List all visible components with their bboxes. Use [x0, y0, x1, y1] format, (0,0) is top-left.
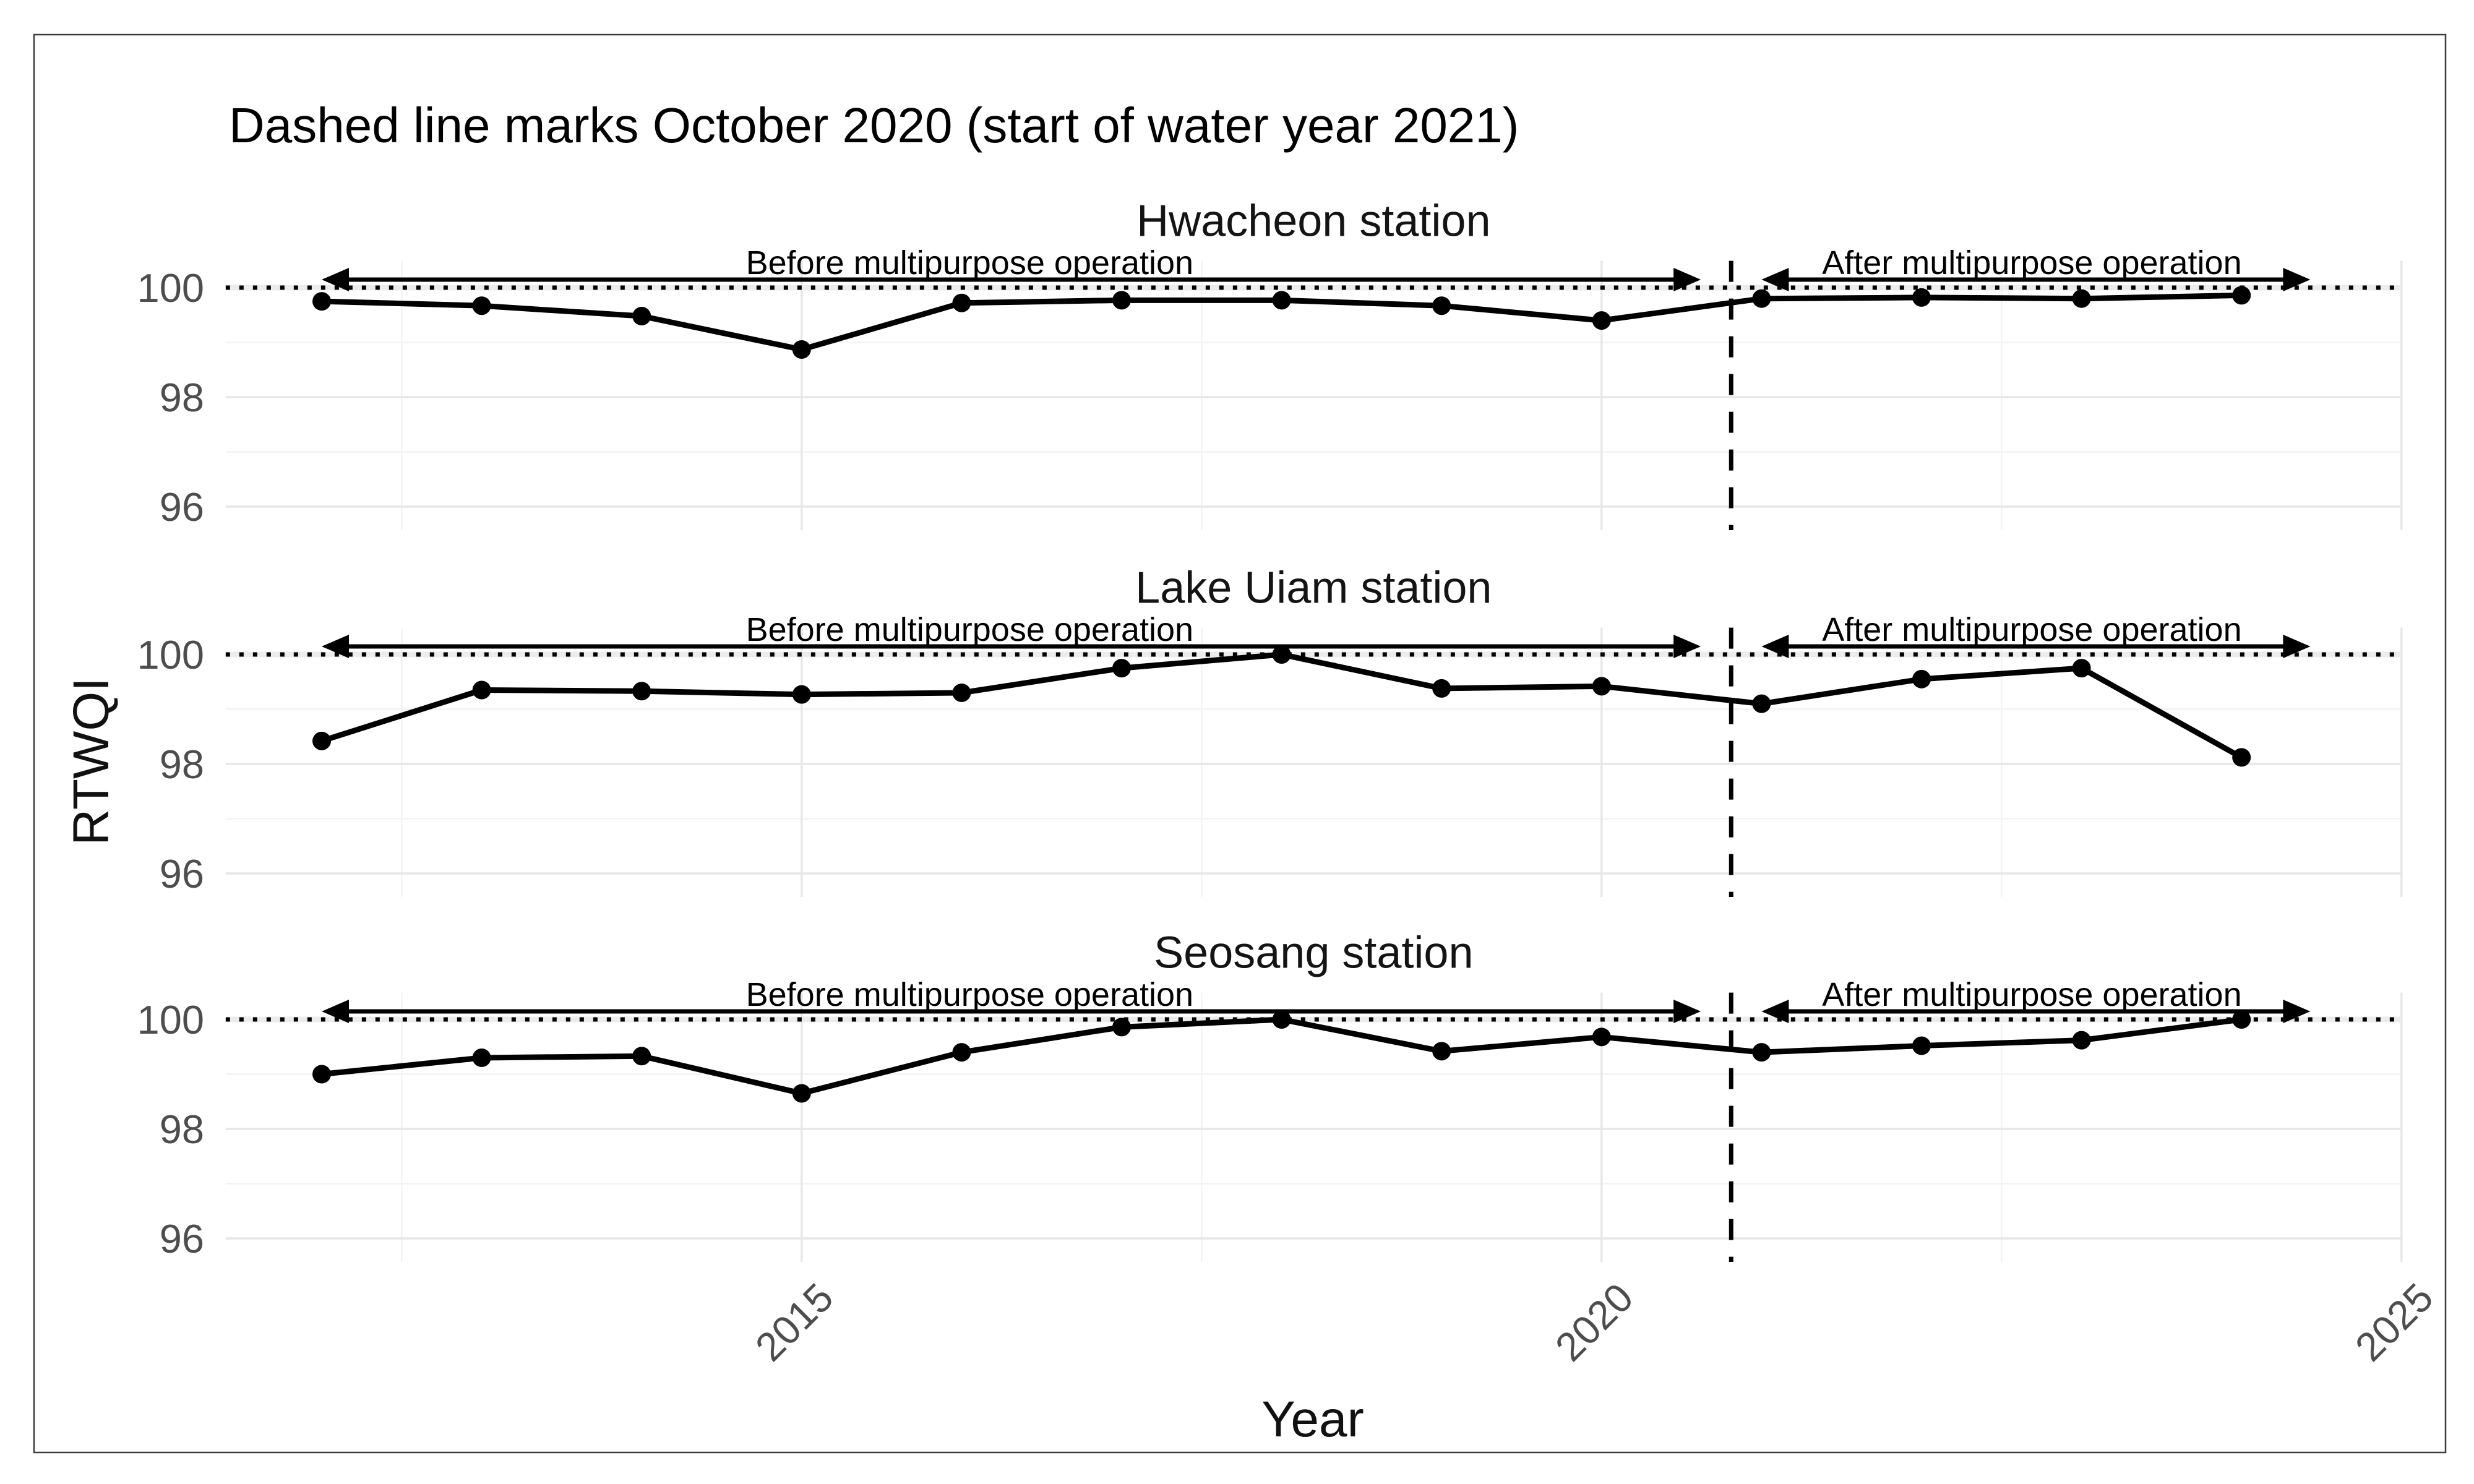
series-line — [319, 1016, 2244, 1096]
data-point — [1912, 1036, 1931, 1055]
chart-render-root: Before multipurpose operation After multi… — [137, 197, 2442, 1370]
data-point — [952, 1043, 971, 1062]
y-tick-label: 100 — [137, 265, 204, 311]
before-operation-label: Before multipurpose operation — [746, 611, 1193, 648]
panel-strip-title: Hwacheon station — [1136, 197, 1490, 246]
data-point — [1272, 291, 1291, 310]
data-point — [632, 682, 651, 701]
data-point — [632, 1047, 651, 1066]
y-tick-label: 96 — [160, 851, 204, 896]
data-point — [2072, 1031, 2091, 1050]
before-arrow-left-head — [322, 267, 349, 291]
panel-strip-title: Lake Uiam station — [1135, 564, 1492, 613]
before-arrow-right-head — [1673, 267, 1701, 291]
data-point — [1272, 645, 1291, 664]
data-point — [1752, 1043, 1771, 1062]
before-arrow-left-head — [322, 634, 349, 658]
y-tick-label: 100 — [137, 632, 204, 677]
data-point — [472, 296, 491, 315]
data-point — [1592, 1027, 1611, 1047]
data-point — [1752, 289, 1771, 308]
y-tick-label: 100 — [137, 997, 204, 1042]
after-arrow-left-head — [1761, 267, 1789, 291]
data-point — [2072, 659, 2091, 678]
data-point — [1112, 291, 1131, 310]
data-point — [952, 683, 971, 702]
data-point — [1592, 311, 1611, 330]
before-operation-label: Before multipurpose operation — [746, 976, 1193, 1013]
panel-2: Before multipurpose operation After multi… — [137, 929, 2403, 1263]
data-point — [792, 685, 811, 704]
data-point — [1432, 1042, 1451, 1061]
panel-strip-title: Seosang station — [1154, 929, 1473, 978]
y-tick-label: 98 — [160, 1107, 204, 1152]
data-point — [1752, 694, 1771, 713]
y-tick-label: 98 — [160, 742, 204, 787]
data-point — [312, 1065, 331, 1084]
data-point — [472, 680, 491, 700]
data-point — [1432, 296, 1451, 315]
data-point — [1912, 669, 1931, 688]
y-tick-label: 96 — [160, 484, 204, 530]
series-line — [319, 651, 2244, 760]
data-point — [792, 340, 811, 359]
data-point — [2232, 1010, 2251, 1029]
after-arrow-right-head — [2283, 267, 2311, 291]
data-point — [952, 293, 971, 312]
panel-1: Before multipurpose operation After multi… — [137, 564, 2403, 898]
data-point — [2232, 286, 2251, 305]
after-arrow-right-head — [2283, 634, 2311, 658]
after-arrow-right-head — [2283, 999, 2311, 1023]
before-arrow-left-head — [322, 999, 349, 1023]
y-tick-label: 96 — [160, 1216, 204, 1261]
after-operation-label: After multipurpose operation — [1822, 976, 2241, 1013]
before-arrow-right-head — [1673, 999, 1701, 1023]
x-tick-label: 2025 — [2347, 1274, 2442, 1370]
after-arrow-left-head — [1761, 999, 1789, 1023]
data-point — [1592, 677, 1611, 696]
y-axis-title: RTWQI — [63, 677, 119, 846]
after-arrow-left-head — [1761, 634, 1789, 658]
data-point — [1112, 1018, 1131, 1037]
after-operation-label: After multipurpose operation — [1822, 611, 2241, 648]
data-point — [632, 307, 651, 326]
data-point — [2072, 289, 2091, 308]
x-axis-title: Year — [1261, 1391, 1364, 1448]
panel-0: Before multipurpose operation After multi… — [137, 197, 2403, 531]
y-tick-label: 98 — [160, 375, 204, 420]
after-operation-label: After multipurpose operation — [1822, 244, 2241, 281]
data-point — [312, 292, 331, 311]
data-point — [1272, 1010, 1291, 1029]
data-point — [792, 1084, 811, 1103]
x-tick-label: 2020 — [1547, 1274, 1642, 1370]
data-point — [472, 1048, 491, 1067]
figure-border — [33, 33, 2447, 1454]
before-arrow-right-head — [1673, 634, 1701, 658]
x-tick-label: 2015 — [747, 1274, 842, 1370]
data-point — [1912, 288, 1931, 307]
figure-title: Dashed line marks October 2020 (start of… — [229, 98, 1519, 153]
data-point — [312, 731, 331, 750]
data-point — [1112, 659, 1131, 678]
before-operation-label: Before multipurpose operation — [746, 244, 1193, 281]
data-point — [1432, 679, 1451, 698]
data-point — [2232, 748, 2251, 767]
